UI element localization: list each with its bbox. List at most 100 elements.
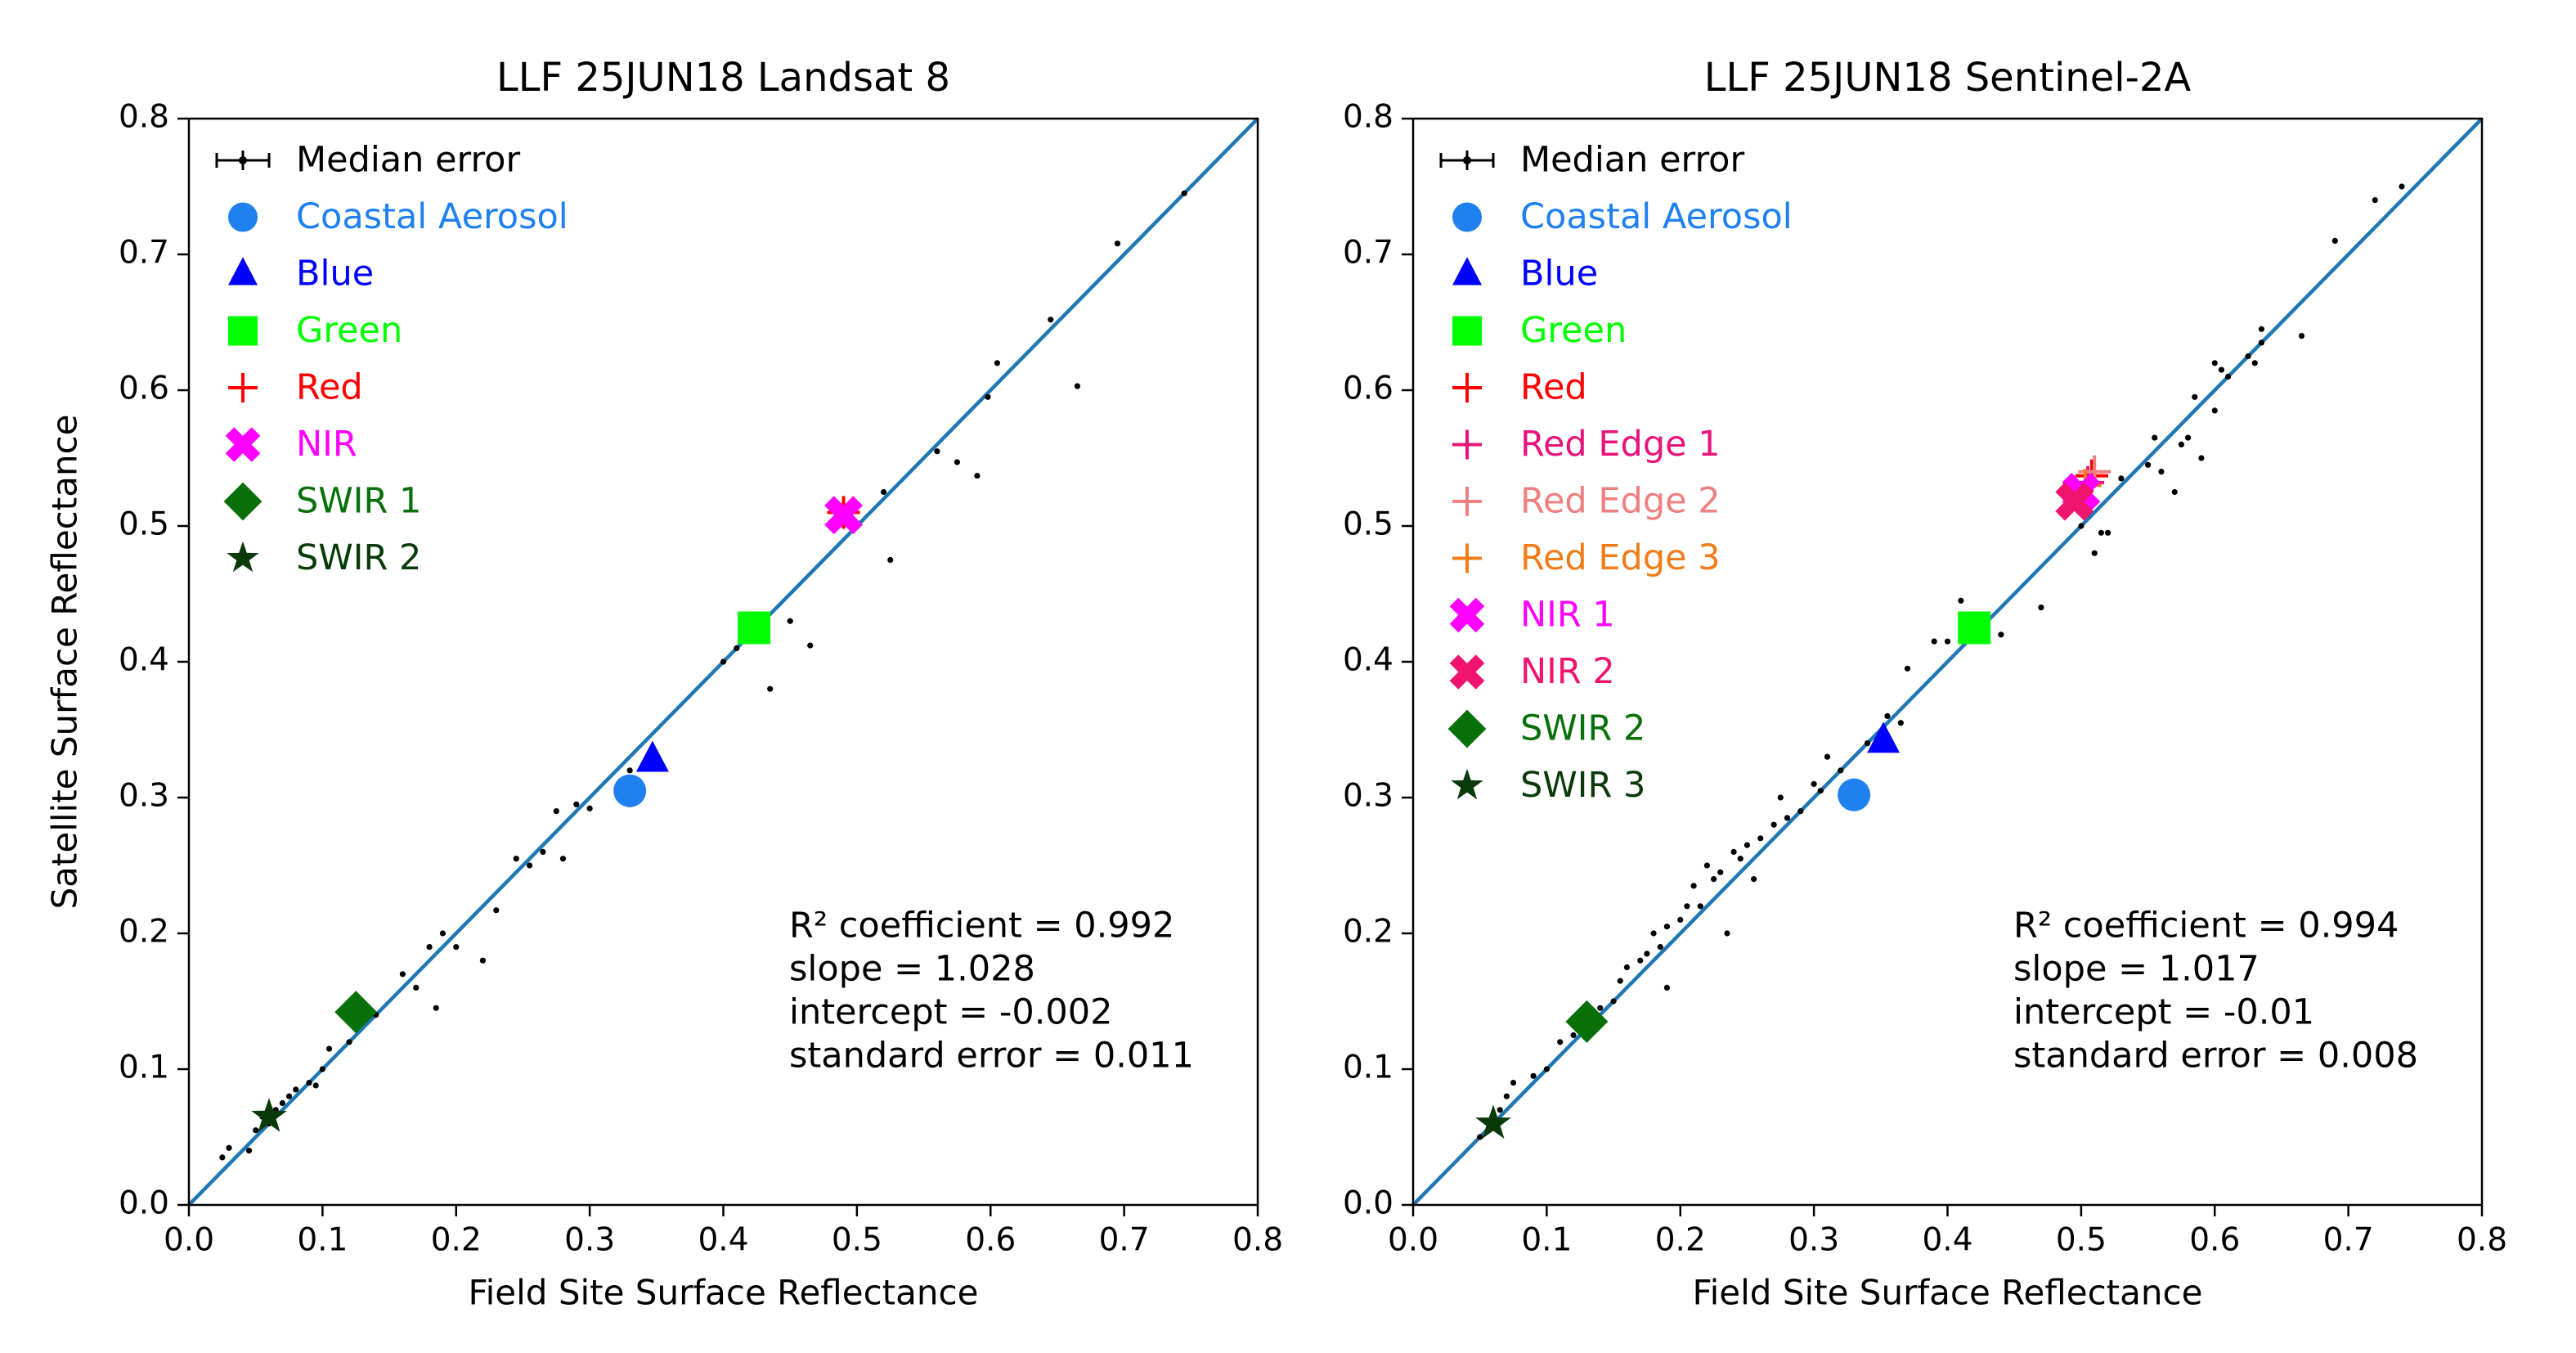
data-point <box>1663 984 1671 991</box>
y-tick-label: 0.5 <box>1343 506 1393 543</box>
data-point <box>1784 815 1791 821</box>
legend-label: SWIR 1 <box>296 481 421 522</box>
legend-marker <box>228 373 258 402</box>
data-point <box>2298 333 2305 339</box>
data-point <box>880 488 887 496</box>
data-point <box>293 1086 299 1093</box>
data-point <box>1944 638 1951 645</box>
legend-marker <box>1452 543 1482 573</box>
data-point <box>346 1039 352 1045</box>
y-tick-label: 0.8 <box>1343 99 1393 136</box>
band-marker <box>1475 1104 1511 1139</box>
data-point <box>312 1082 319 1089</box>
data-point <box>245 1148 253 1154</box>
data-point <box>1958 597 1964 604</box>
data-point <box>413 984 420 991</box>
plot-frame <box>1411 117 2484 1207</box>
data-point <box>1998 632 2004 638</box>
data-point <box>433 1005 439 1011</box>
data-point <box>734 645 740 652</box>
data-point <box>1744 842 1751 848</box>
x-tick-label: 0.1 <box>297 1222 348 1259</box>
stats-annotation: slope = 1.028 <box>789 949 1035 990</box>
data-point <box>479 957 487 964</box>
data-point <box>285 1093 293 1099</box>
data-point <box>279 1099 285 1107</box>
data-point <box>1503 1093 1510 1099</box>
data-point <box>426 944 433 951</box>
legend-label: Red Edge 2 <box>1520 481 1721 522</box>
data-point <box>1684 903 1690 910</box>
data-point <box>720 659 727 665</box>
data-point <box>325 1045 333 1052</box>
chart-title: LLF 25JUN18 Sentinel-2A <box>1704 55 2192 101</box>
legend-label: SWIR 2 <box>296 537 421 578</box>
data-point <box>253 1127 259 1134</box>
band-marker <box>251 1098 287 1132</box>
data-point <box>954 459 961 465</box>
data-point <box>2192 393 2198 400</box>
data-point <box>1904 665 1911 672</box>
data-point <box>2178 441 2185 448</box>
stats-annotation: standard error = 0.008 <box>2013 1036 2418 1077</box>
data-point <box>586 805 593 811</box>
y-tick-label: 0.8 <box>119 99 169 136</box>
data-point <box>887 556 894 564</box>
data-point <box>2038 605 2044 611</box>
data-point <box>1697 903 1703 910</box>
legend-marker <box>1452 487 1482 516</box>
legend-label: Median error <box>296 140 520 181</box>
x-axis-label: Field Site Surface Reflectance <box>1693 1273 2203 1313</box>
data-point <box>1757 835 1764 842</box>
band-marker <box>334 991 378 1034</box>
legend-marker <box>1452 257 1482 285</box>
stats-annotation: standard error = 0.011 <box>789 1036 1194 1077</box>
data-point <box>2258 326 2265 332</box>
data-point <box>2144 461 2152 468</box>
legend-label: NIR 1 <box>1520 595 1615 636</box>
data-point <box>1663 924 1671 930</box>
legend-marker <box>239 156 247 164</box>
legend-label: Red Edge 3 <box>1520 537 1721 578</box>
band-marker <box>1867 721 1901 753</box>
y-tick-label: 0.5 <box>119 506 169 543</box>
legend-label: Green <box>296 310 402 351</box>
data-point <box>2091 550 2098 556</box>
data-point <box>2224 373 2232 380</box>
y-tick-label: 0.3 <box>119 778 169 815</box>
data-point <box>2211 360 2218 366</box>
legend-label: Red <box>296 367 363 408</box>
x-tick-label: 0.2 <box>1655 1222 1706 1259</box>
data-point <box>513 856 519 862</box>
data-point <box>1797 808 1804 815</box>
legend-marker <box>1452 429 1482 460</box>
data-point <box>1597 1005 1604 1011</box>
data-point <box>1650 930 1657 937</box>
legend-marker <box>223 482 263 521</box>
data-point <box>2251 360 2258 366</box>
x-tick-label: 0.3 <box>564 1222 615 1259</box>
data-point <box>1730 848 1737 855</box>
legend-marker <box>1449 597 1485 633</box>
legend-marker <box>1449 654 1485 690</box>
data-point <box>1864 740 1871 747</box>
legend-label: SWIR 3 <box>1520 765 1645 806</box>
data-point <box>767 685 774 692</box>
legend-marker <box>1463 156 1471 164</box>
x-tick-label: 0.2 <box>431 1222 482 1259</box>
data-point <box>1610 998 1617 1005</box>
data-point <box>2218 366 2225 373</box>
stats-annotation: slope = 1.017 <box>2013 949 2260 990</box>
data-point <box>1824 753 1831 760</box>
stats-annotation: R² coefficient = 0.992 <box>789 906 1174 946</box>
legend-label: NIR <box>296 424 357 465</box>
x-tick-label: 0.8 <box>2457 1222 2507 1259</box>
data-point <box>2258 339 2265 346</box>
data-point <box>2245 353 2251 360</box>
data-point <box>985 393 991 400</box>
y-tick-label: 0.0 <box>1343 1185 1393 1222</box>
data-point <box>1637 957 1644 964</box>
band-marker <box>1958 611 1991 645</box>
data-point <box>1657 944 1663 951</box>
